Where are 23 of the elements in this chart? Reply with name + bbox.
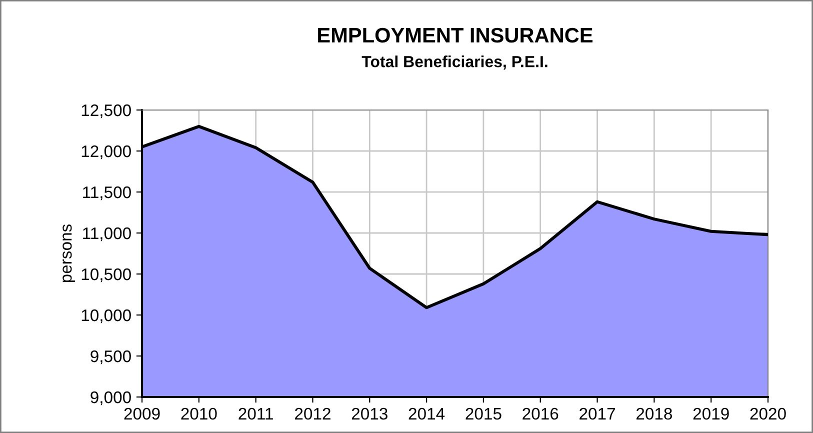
x-tick-label: 2015 — [466, 408, 502, 420]
x-tick-label: 2011 — [238, 408, 273, 420]
chart-title: EMPLOYMENT INSURANCE — [318, 28, 592, 43]
x-tick-label: 2020 — [750, 408, 786, 420]
x-tick-label: 2018 — [636, 408, 672, 420]
x-tick-label: 2019 — [693, 408, 729, 420]
x-tick-label: 2016 — [522, 408, 558, 420]
y-tick-label: 10,500 — [82, 268, 131, 282]
y-tick-label: 12,500 — [82, 104, 131, 118]
x-tick-label: 2009 — [124, 408, 160, 420]
x-tick-label: 2012 — [295, 408, 330, 420]
y-tick-label: 11,500 — [83, 186, 131, 200]
y-axis-title: persons — [62, 224, 76, 282]
y-tick-label: 9,000 — [90, 391, 131, 406]
y-tick-label: 11,000 — [83, 227, 131, 242]
x-tick-label: 2017 — [580, 408, 615, 420]
x-tick-label: 2013 — [352, 408, 388, 420]
y-tick-label: 12,000 — [82, 145, 131, 160]
y-tick-label: 10,000 — [82, 309, 131, 324]
chart-subtitle: Total Beneficiaries, P.E.I. — [362, 56, 548, 70]
y-tick-label: 9,500 — [90, 350, 131, 364]
x-tick-label: 2010 — [181, 408, 217, 420]
x-tick-label: 2014 — [408, 408, 445, 420]
